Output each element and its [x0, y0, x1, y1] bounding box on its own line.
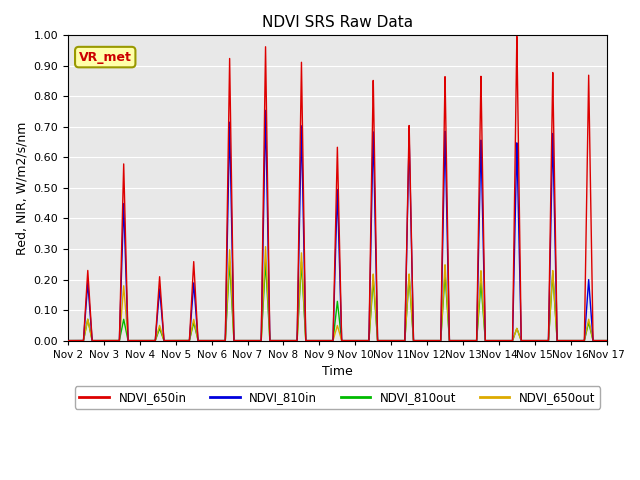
NDVI_650in	[267, 338, 275, 344]
NDVI_810out	[268, 338, 275, 344]
NDVI_650in	[64, 338, 72, 344]
NDVI_650out	[189, 319, 197, 325]
Title: NDVI SRS Raw Data: NDVI SRS Raw Data	[262, 15, 413, 30]
NDVI_810out	[64, 338, 72, 344]
Text: VR_met: VR_met	[79, 50, 132, 63]
NDVI_810out	[603, 338, 611, 344]
NDVI_650in	[192, 300, 200, 306]
NDVI_810out	[226, 259, 234, 264]
NDVI_650out	[603, 338, 611, 344]
NDVI_810in	[598, 338, 606, 344]
NDVI_650out	[268, 338, 275, 344]
NDVI_650out	[192, 327, 200, 333]
NDVI_650in	[305, 338, 313, 344]
NDVI_810out	[598, 338, 606, 344]
NDVI_810in	[603, 338, 611, 344]
NDVI_810in	[306, 338, 314, 344]
NDVI_810in	[64, 338, 72, 344]
NDVI_810in	[268, 338, 275, 344]
Line: NDVI_810out: NDVI_810out	[68, 262, 607, 341]
X-axis label: Time: Time	[322, 365, 353, 378]
NDVI_650in	[513, 34, 521, 39]
NDVI_650out	[195, 338, 203, 344]
Line: NDVI_650in: NDVI_650in	[68, 36, 607, 341]
NDVI_650out	[262, 244, 269, 250]
NDVI_650in	[195, 338, 203, 344]
NDVI_650in	[598, 338, 606, 344]
NDVI_810out	[192, 329, 200, 335]
NDVI_810in	[262, 108, 269, 113]
NDVI_650in	[189, 270, 197, 276]
NDVI_810out	[306, 338, 314, 344]
Y-axis label: Red, NIR, W/m2/s/nm: Red, NIR, W/m2/s/nm	[15, 121, 28, 255]
NDVI_650out	[306, 338, 314, 344]
Line: NDVI_810in: NDVI_810in	[68, 110, 607, 341]
Legend: NDVI_650in, NDVI_810in, NDVI_810out, NDVI_650out: NDVI_650in, NDVI_810in, NDVI_810out, NDV…	[75, 386, 600, 408]
NDVI_810in	[189, 288, 197, 294]
NDVI_810in	[192, 310, 200, 316]
NDVI_650out	[64, 338, 72, 344]
NDVI_650out	[598, 338, 606, 344]
NDVI_810in	[195, 338, 203, 344]
NDVI_810out	[189, 322, 197, 328]
NDVI_810out	[195, 338, 203, 344]
Line: NDVI_650out: NDVI_650out	[68, 247, 607, 341]
NDVI_650in	[603, 338, 611, 344]
